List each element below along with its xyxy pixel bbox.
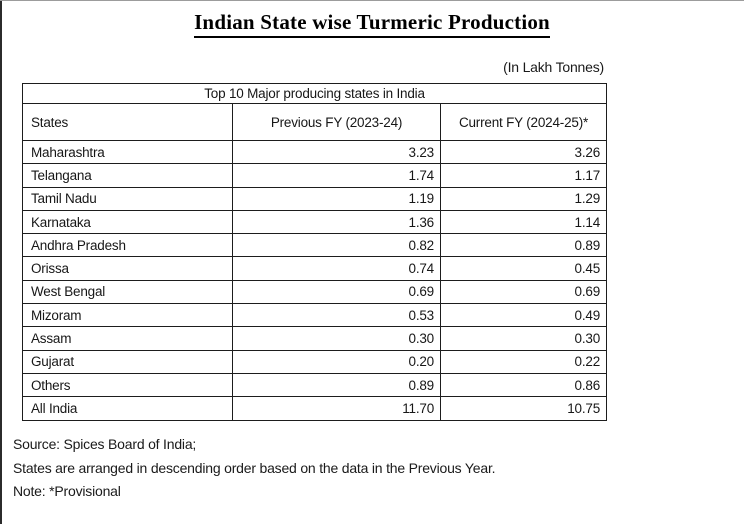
footnotes: Source: Spices Board of India; States ar… [13, 433, 496, 504]
table-row: Gujarat 0.20 0.22 [22, 349, 608, 374]
previous-fy-cell: 0.20 [232, 349, 441, 374]
table-row: West Bengal 0.69 0.69 [22, 279, 608, 305]
previous-fy-cell: 0.89 [232, 372, 441, 398]
table-row: Andhra Pradesh 0.82 0.89 [22, 233, 608, 258]
state-cell: Andhra Pradesh [22, 233, 233, 258]
state-cell: Assam [22, 326, 233, 351]
previous-fy-cell: 1.74 [232, 163, 441, 188]
previous-fy-cell: 1.36 [232, 209, 441, 235]
current-fy-cell: 1.14 [439, 209, 608, 235]
table-row: Orissa 0.74 0.45 [22, 256, 608, 281]
previous-fy-cell: 0.74 [232, 256, 441, 281]
table-row: Tamil Nadu 1.19 1.29 [22, 186, 608, 211]
state-cell: West Bengal [22, 279, 233, 305]
page-left-border [0, 0, 2, 524]
state-cell: Others [22, 372, 233, 398]
previous-fy-cell: 11.70 [232, 396, 441, 421]
previous-fy-cell: 0.69 [232, 279, 441, 305]
page-title: Indian State wise Turmeric Production [194, 10, 550, 38]
current-fy-cell: 10.75 [439, 396, 608, 421]
state-cell: Mizoram [22, 303, 233, 328]
previous-fy-cell: 3.23 [232, 139, 441, 165]
table-row: Others 0.89 0.86 [22, 372, 608, 398]
current-fy-cell: 0.69 [439, 279, 608, 305]
state-cell: Tamil Nadu [22, 186, 233, 211]
table-row: Assam 0.30 0.30 [22, 326, 608, 351]
current-fy-cell: 0.49 [439, 303, 608, 328]
title-wrap: Indian State wise Turmeric Production [0, 10, 744, 38]
footnote-ordering: States are arranged in descending order … [13, 459, 496, 476]
state-cell: Maharashtra [22, 139, 233, 165]
page-top-border [0, 0, 744, 1]
state-cell: Gujarat [22, 349, 233, 374]
footnote-source: Source: Spices Board of India; [13, 436, 197, 452]
table-header-row: States Previous FY (2023-24) Current FY … [22, 103, 608, 141]
current-fy-cell: 0.45 [439, 256, 608, 281]
current-fy-cell: 1.29 [439, 186, 608, 211]
current-fy-cell: 0.30 [439, 326, 608, 351]
previous-fy-cell: 0.30 [232, 326, 441, 351]
previous-fy-cell: 1.19 [232, 186, 441, 211]
table-caption-row: Top 10 Major producing states in India [21, 83, 608, 104]
table-caption: Top 10 Major producing states in India [21, 83, 608, 104]
current-fy-cell: 0.89 [439, 233, 608, 258]
current-fy-cell: 1.17 [439, 163, 608, 188]
table-row: Mizoram 0.53 0.49 [22, 303, 608, 328]
table-row: Maharashtra 3.23 3.26 [22, 139, 608, 165]
turmeric-production-table: Top 10 Major producing states in India S… [21, 83, 608, 421]
table-row: All India 11.70 10.75 [22, 396, 608, 421]
column-header-current-fy: Current FY (2024-25)* [439, 103, 608, 141]
state-cell: Karnataka [22, 209, 233, 235]
previous-fy-cell: 0.82 [232, 233, 441, 258]
current-fy-cell: 3.26 [439, 139, 608, 165]
state-cell: All India [22, 396, 233, 421]
units-note: (In Lakh Tonnes) [503, 59, 604, 75]
current-fy-cell: 0.22 [439, 349, 608, 374]
column-header-states: States [22, 103, 233, 141]
table-row: Karnataka 1.36 1.14 [22, 209, 608, 235]
table-body: Maharashtra 3.23 3.26 Telangana 1.74 1.17 Tami… [22, 139, 608, 421]
previous-fy-cell: 0.53 [232, 303, 441, 328]
footnote-provisional: Note: *Provisional [13, 483, 121, 499]
state-cell: Orissa [22, 256, 233, 281]
state-cell: Telangana [22, 163, 233, 188]
current-fy-cell: 0.86 [439, 372, 608, 398]
column-header-previous-fy: Previous FY (2023-24) [232, 103, 441, 141]
table-row: Telangana 1.74 1.17 [22, 163, 608, 188]
